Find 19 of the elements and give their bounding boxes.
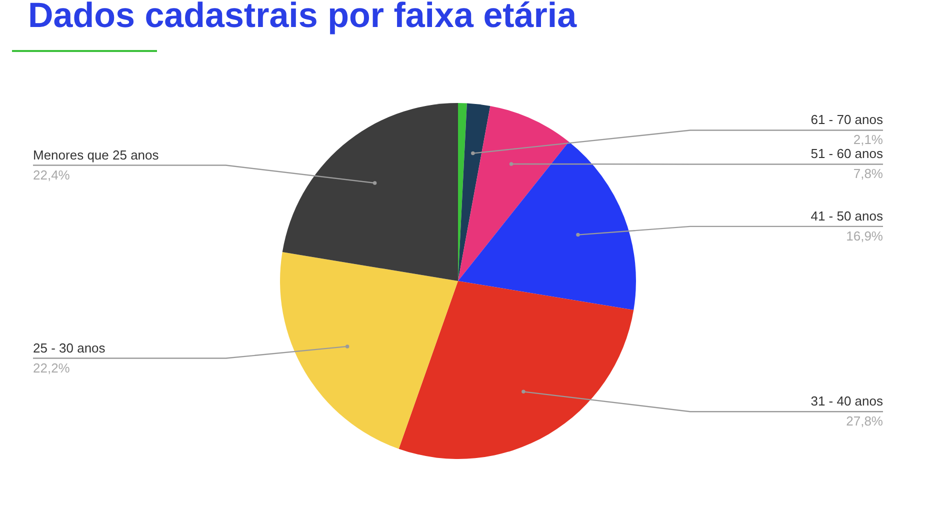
pie-slice [458, 103, 490, 281]
data-label: 16,9% [846, 228, 884, 244]
slice-label: Menores que 25 anos [33, 147, 160, 162]
slice-label: 41 - 50 anos [810, 208, 884, 224]
chart-title: Dados cadastrais por faixa etária [28, 0, 577, 36]
data-label: 22,4% [33, 167, 70, 182]
slice-label: 61 - 70 anos [810, 112, 884, 128]
slice-label: 25 - 30 anos [33, 340, 106, 356]
pie-slice [458, 106, 569, 281]
pie-slice [282, 103, 458, 281]
slice-label: 51 - 60 anos [810, 146, 884, 162]
pie-slice [280, 252, 458, 449]
pie-slice [398, 281, 634, 459]
data-label: 2,1% [853, 132, 884, 148]
pie-slice [458, 142, 636, 310]
data-label: 27,8% [846, 414, 884, 429]
data-label: 7,8% [853, 166, 884, 182]
data-label: 22,2% [33, 360, 70, 376]
slice-label: 31 - 40 anos [810, 394, 884, 409]
